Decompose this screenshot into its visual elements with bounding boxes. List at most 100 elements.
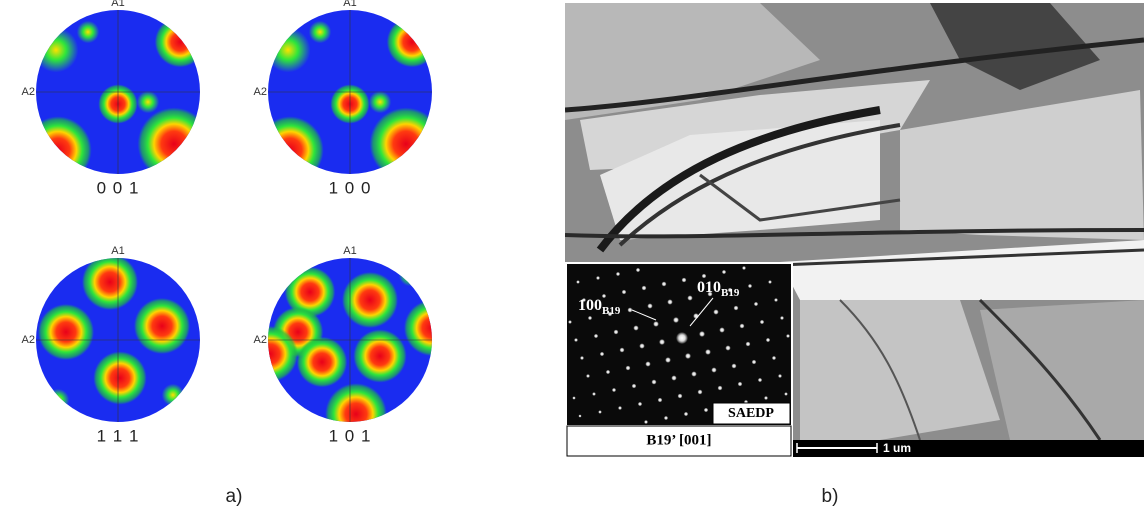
- diffraction-spot: [754, 302, 758, 306]
- diffraction-spot: [612, 388, 616, 392]
- diffraction-spot: [687, 295, 692, 300]
- diffraction-spot: [768, 280, 772, 284]
- diffraction-spot: [576, 280, 580, 284]
- diffraction-spot: [596, 276, 600, 280]
- diffraction-spot: [784, 392, 788, 396]
- diffraction-spot: [691, 371, 696, 376]
- diffraction-spot: [616, 272, 620, 276]
- density-blob: [309, 21, 331, 43]
- diffraction-spot: [667, 299, 672, 304]
- diffraction-spot: [618, 406, 622, 410]
- diffraction-spot: [740, 324, 745, 329]
- diffraction-spot: [766, 338, 770, 342]
- diffraction-spot: [678, 394, 683, 399]
- diffraction-spot: [633, 325, 638, 330]
- diffraction-spot: [578, 414, 581, 417]
- diffraction-spot: [588, 316, 592, 320]
- diffraction-spot: [719, 327, 724, 332]
- density-blob: [399, 264, 421, 286]
- diffraction-spot: [592, 392, 596, 396]
- diffraction-spot: [652, 380, 657, 385]
- diffraction-spot: [711, 367, 716, 372]
- diffraction-spot: [662, 282, 667, 287]
- diffraction-spot: [764, 396, 768, 400]
- diffraction-spot: [725, 345, 730, 350]
- diffraction-spot: [632, 384, 637, 389]
- inset-caption: B19’ [001]: [646, 432, 711, 448]
- diffraction-spot: [752, 360, 757, 365]
- diffraction-spot: [734, 306, 739, 311]
- diffraction-pattern: [567, 264, 791, 425]
- density-blob: [77, 21, 99, 43]
- pole-figure: A1A21 0 1: [242, 245, 460, 446]
- axis-label: A1: [111, 0, 124, 9]
- diffraction-spot: [786, 334, 790, 338]
- diffraction-spot: [620, 348, 625, 353]
- diffraction-spot: [572, 396, 575, 399]
- panel-label: b): [822, 486, 839, 507]
- density-blob: [138, 108, 211, 181]
- density-blob: [155, 17, 205, 67]
- badge: SAEDP: [728, 406, 774, 421]
- diffraction-spot: [645, 361, 650, 366]
- pole-figure: A1A21 1 1: [22, 245, 200, 446]
- diffraction-spot: [722, 270, 726, 274]
- label-sub: B19: [602, 305, 621, 317]
- axis-label: A2: [22, 334, 35, 346]
- diffraction-spot: [642, 286, 647, 291]
- diffraction-spot: [698, 390, 703, 395]
- pole-figure: A1 A2 1 0 0: [254, 0, 443, 197]
- diffraction-spot: [638, 402, 642, 406]
- diffraction-spot: [602, 294, 606, 298]
- diffraction-spot: [598, 410, 601, 413]
- density-blob: [369, 91, 391, 113]
- pole-caption: 0 0 1: [97, 178, 140, 197]
- density-blob: [404, 300, 460, 356]
- diffraction-spot: [760, 320, 764, 324]
- diffraction-spot: [684, 412, 688, 416]
- density-blob: [297, 337, 347, 387]
- axis-label: A2: [254, 86, 267, 98]
- density-blob: [134, 298, 190, 354]
- label-sub: B19: [721, 287, 740, 299]
- diffraction-spot: [702, 274, 707, 279]
- diffraction-spot: [665, 357, 671, 363]
- diffraction-spot: [774, 298, 778, 302]
- diffraction-spot: [606, 370, 610, 374]
- axis-label: A2: [22, 86, 35, 98]
- diffraction-spot: [780, 316, 784, 320]
- diffraction-spot: [671, 375, 676, 380]
- diffraction-spot: [636, 268, 640, 272]
- density-blob: [24, 116, 91, 183]
- diffraction-spot: [594, 334, 598, 338]
- density-blob: [93, 351, 146, 404]
- diffraction-spot: [778, 374, 782, 378]
- density-blob: [387, 17, 437, 67]
- axis-label: A2: [254, 334, 267, 346]
- diffraction-spot: [622, 290, 627, 295]
- density-blob: [137, 91, 159, 113]
- diffraction-spot: [580, 356, 584, 360]
- diffraction-spot: [586, 374, 590, 378]
- diffraction-spot: [738, 382, 743, 387]
- diffraction-spot: [746, 342, 751, 347]
- diffraction-spot: [644, 420, 648, 424]
- axis-label: A1: [111, 245, 124, 257]
- density-blob: [353, 329, 406, 382]
- pole-caption: 1 0 0: [329, 178, 372, 197]
- diffraction-spot: [713, 309, 718, 314]
- diffraction-spot: [704, 408, 708, 412]
- diffraction-spot: [748, 284, 752, 288]
- figure: 100B19 010B19 SAEDP B19’ [001] 1 um a) b…: [0, 0, 1144, 510]
- diffraction-spot: [772, 356, 776, 360]
- diffraction-spot: [718, 386, 723, 391]
- diffraction-spot: [664, 416, 668, 420]
- density-blob: [82, 254, 138, 310]
- diffraction-spot: [647, 303, 652, 308]
- pole-caption: 1 0 1: [329, 426, 372, 445]
- diffraction-spot: [568, 320, 572, 324]
- diffraction-spot: [705, 349, 711, 355]
- density-blob: [266, 28, 311, 73]
- density-blob: [256, 116, 323, 183]
- axis-label: A1: [343, 0, 356, 9]
